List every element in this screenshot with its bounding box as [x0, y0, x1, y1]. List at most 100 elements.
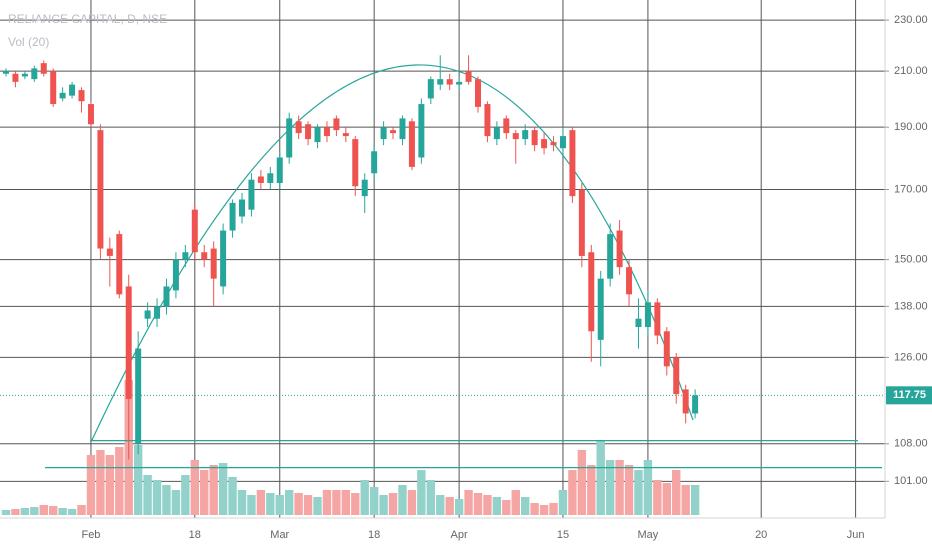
candle-body — [239, 199, 245, 217]
volume-bar — [237, 490, 247, 515]
volume-bar — [351, 493, 360, 515]
candle-body — [361, 179, 368, 197]
volume-bar — [143, 475, 152, 515]
candle-body — [97, 130, 104, 249]
volume-bar — [190, 460, 199, 515]
volume-label: Vol (20) — [8, 35, 49, 49]
y-tick-label: 150.00 — [894, 254, 928, 266]
drawings — [0, 64, 885, 469]
candle-body — [69, 84, 76, 96]
y-tick-label: 190.00 — [894, 121, 928, 133]
x-tick-label: Apr — [451, 529, 468, 541]
volume-bar — [256, 490, 266, 515]
candle-body — [333, 118, 340, 131]
y-tick-label: 210.00 — [894, 65, 928, 77]
candle-body — [229, 202, 236, 231]
candle-body — [116, 234, 123, 295]
candle-body — [418, 104, 425, 158]
volume-bar — [360, 480, 369, 515]
candle-body — [635, 318, 642, 328]
candle-body — [408, 121, 415, 167]
volume-bar — [587, 465, 596, 515]
x-tick-label: 15 — [557, 529, 569, 541]
candle-body — [144, 310, 151, 319]
candle-body — [607, 234, 614, 279]
volume-bar — [388, 493, 398, 515]
volume-bar — [162, 485, 171, 515]
volume-bar — [228, 477, 237, 515]
volume-bar — [58, 508, 67, 515]
volume-bar — [643, 460, 653, 515]
volume-bar — [133, 445, 143, 515]
x-tick-label: May — [638, 529, 659, 541]
volume-bar — [86, 455, 96, 515]
volume-bar — [105, 455, 115, 515]
candle-body — [597, 278, 604, 340]
candle-body — [31, 68, 38, 80]
candle-body — [248, 179, 255, 210]
candle-body — [399, 118, 406, 140]
volume-bar — [20, 508, 30, 515]
candle-body — [475, 79, 481, 107]
x-tick-label: Mar — [270, 529, 289, 541]
volume-bar — [77, 505, 86, 515]
volume-bar — [558, 490, 568, 515]
candle-body — [87, 104, 94, 125]
candle-body — [541, 139, 548, 149]
last-price-box — [886, 386, 932, 405]
candle-body — [673, 357, 680, 395]
candle-body — [626, 267, 633, 295]
candle-body — [616, 230, 623, 268]
candle-body — [59, 92, 66, 99]
last-price-label: 117.75 — [893, 389, 926, 401]
candle-body — [220, 230, 227, 287]
volume-bar — [115, 447, 124, 515]
volume-bar — [181, 475, 190, 515]
candle-body — [559, 136, 566, 149]
volume-bar — [473, 493, 483, 515]
volume-bar — [332, 490, 341, 515]
volume-bar — [521, 497, 530, 515]
candle-body — [323, 127, 330, 137]
volume-bar — [294, 493, 303, 515]
candle-body — [182, 252, 189, 260]
candle-body — [569, 130, 576, 197]
candle-body — [446, 79, 453, 85]
candle-body — [654, 302, 661, 336]
x-tick-label: 20 — [755, 529, 767, 541]
arc-drawing — [91, 64, 694, 441]
volume-bar — [454, 499, 464, 515]
volume-bar — [596, 440, 605, 515]
volume-bar — [209, 465, 218, 515]
volume-bar — [1, 510, 11, 515]
volume-bar — [200, 470, 209, 515]
candle-body — [371, 151, 378, 174]
volume-bar — [285, 490, 294, 515]
candle-body — [295, 121, 302, 134]
candle-body — [692, 395, 699, 414]
candle-body — [644, 302, 651, 328]
candle-body — [380, 127, 387, 140]
volume-bar — [379, 495, 388, 515]
volume-bar — [39, 505, 48, 515]
candle-body — [12, 73, 19, 82]
candle-body — [550, 142, 557, 146]
candle-body — [210, 248, 217, 279]
candle-body — [663, 331, 670, 367]
volume-bar — [445, 497, 454, 515]
volume-bar — [171, 490, 181, 515]
candle-body — [588, 252, 595, 332]
volume-bar — [530, 503, 539, 515]
candle-body — [342, 133, 349, 137]
volume-bar — [398, 485, 407, 515]
candle-body — [456, 81, 463, 85]
volume-bar — [247, 495, 256, 515]
volume-bar — [322, 490, 332, 515]
volume-bar — [49, 506, 58, 515]
volume-bar — [672, 470, 681, 515]
volume-bar — [436, 495, 445, 515]
candle-body — [437, 79, 444, 85]
candle-body — [21, 73, 28, 77]
volume-bar — [96, 450, 105, 515]
